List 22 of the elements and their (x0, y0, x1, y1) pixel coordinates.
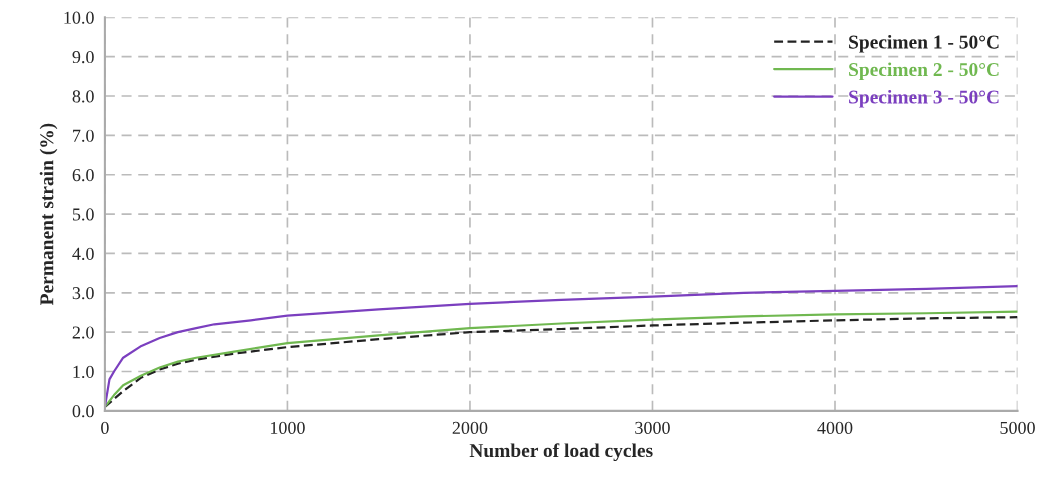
y-tick-label: 10.0 (64, 11, 94, 24)
x-tick-label: 5000 (1000, 421, 1035, 434)
y-tick-label: 2.0 (72, 326, 94, 339)
x-tick-label: 0 (101, 421, 109, 434)
y-tick-label: 5.0 (72, 208, 94, 221)
legend-label: Specimen 2 - 50°C (849, 62, 999, 81)
x-tick-label: 1000 (270, 421, 305, 434)
legend-label: Specimen 3 - 50°C (849, 89, 999, 108)
x-tick-label: 3000 (635, 421, 670, 434)
x-tick-label: 4000 (817, 421, 853, 434)
legend-label: Specimen 1 - 50°C (849, 34, 999, 53)
y-tick-label: 4.0 (72, 247, 94, 260)
x-tick-label: 2000 (452, 421, 488, 434)
y-tick-label: 6.0 (72, 168, 94, 182)
y-tick-label: 7.0 (73, 129, 94, 142)
y-tick-label: 0.0 (72, 405, 94, 418)
y-tick-label: 8.0 (72, 90, 94, 103)
y-tick-label: 9.0 (72, 50, 94, 64)
y-tick-label: 3.0 (72, 287, 94, 300)
y-tick-label: 1.0 (73, 365, 94, 379)
y-axis-title: Permanent strain (%) (39, 123, 58, 306)
x-axis-title: Number of load cycles (469, 443, 653, 462)
